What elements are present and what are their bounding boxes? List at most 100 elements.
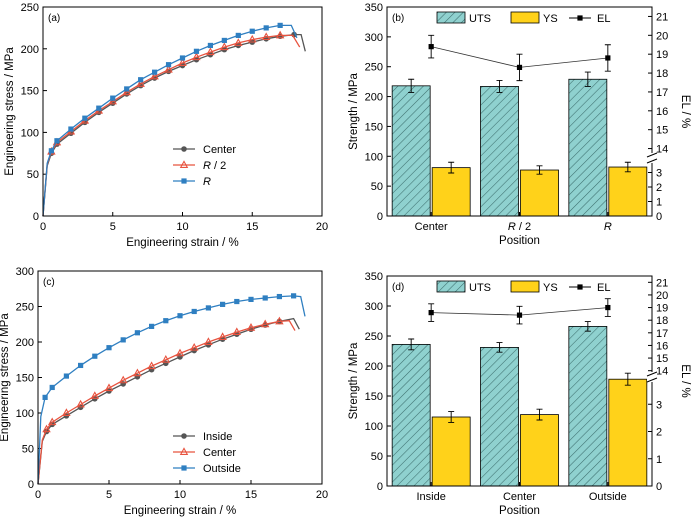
y-tick-label: 50 xyxy=(22,444,34,456)
legend-marker xyxy=(179,447,189,455)
y2-tick-label: 0 xyxy=(656,481,662,493)
y-tick-label: 350 xyxy=(365,271,383,283)
data-point xyxy=(191,308,197,315)
el-point xyxy=(428,310,434,316)
data-point xyxy=(118,375,128,384)
ys-bar xyxy=(608,378,648,487)
y-tick-label: 250 xyxy=(365,331,383,343)
y2-tick-label: 19 xyxy=(656,49,668,61)
legend-uts-swatch xyxy=(436,11,466,24)
y-tick-label: 150 xyxy=(365,391,383,403)
data-point xyxy=(164,64,173,73)
plot-frame xyxy=(42,6,323,217)
legend: UTS YS EL xyxy=(436,280,610,294)
data-point xyxy=(246,323,256,331)
axis-break-mark xyxy=(646,152,658,164)
y-tick-label: 50 xyxy=(27,169,39,181)
data-point xyxy=(193,48,200,54)
x-axis-label: Engineering strain / % xyxy=(124,505,237,517)
legend-label: Inside xyxy=(203,431,232,443)
data-point xyxy=(192,52,201,61)
series-line-1 xyxy=(37,320,296,485)
y-tick-label: 200 xyxy=(16,337,34,349)
y-tick-label: 0 xyxy=(377,481,383,493)
x-axis-label: Position xyxy=(499,505,540,517)
y-axis-label: Strength / MPa xyxy=(348,73,360,150)
data-point xyxy=(207,42,213,49)
y2-tick-label: 20 xyxy=(656,290,668,302)
y-tick-label: 300 xyxy=(16,266,34,278)
legend-label: R / 2 xyxy=(203,160,226,172)
y-axis-label: Engineering stress / MPa xyxy=(0,313,11,442)
data-point xyxy=(90,391,100,399)
el-point xyxy=(516,312,523,318)
legend-marker xyxy=(181,465,187,471)
legend-label: YS xyxy=(543,13,558,25)
legend-uts-swatch xyxy=(436,280,466,293)
uts-bar xyxy=(391,343,431,487)
x-tick-label: 20 xyxy=(316,489,328,501)
legend: Center R / 2 R xyxy=(173,144,236,188)
y-tick-label: 350 xyxy=(365,2,383,14)
series-line-2 xyxy=(42,24,298,217)
legend: UTS YS EL xyxy=(436,11,610,25)
data-point xyxy=(68,130,74,137)
data-point xyxy=(218,332,227,340)
error-bar xyxy=(624,161,631,173)
uts-bar xyxy=(480,346,519,487)
y-tick-label: 250 xyxy=(21,2,39,14)
data-point xyxy=(152,69,158,75)
data-point xyxy=(249,28,255,34)
ys-bar xyxy=(608,166,648,217)
legend-label: Center xyxy=(203,447,236,459)
data-point xyxy=(275,316,284,325)
plot-frame xyxy=(386,6,653,217)
el-point xyxy=(605,304,611,311)
y2-axis-label: EL / % xyxy=(679,95,691,128)
x-tick-label: 0 xyxy=(40,221,46,233)
y-tick-label: 0 xyxy=(377,211,383,223)
y-tick-label: 50 xyxy=(371,451,383,463)
x-tick-label: 10 xyxy=(174,489,186,501)
y2-tick-label: 0 xyxy=(656,211,662,223)
y-tick-label: 250 xyxy=(365,62,383,74)
y2-tick-label: 16 xyxy=(656,340,668,352)
axis-break-mask xyxy=(647,372,657,382)
data-point xyxy=(189,342,199,351)
data-point xyxy=(49,384,55,391)
x-tick-label: Outside xyxy=(589,491,627,503)
panel-label: (a) xyxy=(48,13,60,24)
data-point xyxy=(149,323,155,329)
data-point xyxy=(220,42,229,51)
data-point xyxy=(204,337,213,345)
data-point xyxy=(92,353,98,359)
error-bar xyxy=(624,372,631,386)
y-axis-label: Engineering stress / MPa xyxy=(4,47,16,176)
error-bar xyxy=(408,78,415,93)
x-tick-label: 20 xyxy=(316,221,328,233)
x-tick-label: Center xyxy=(503,491,536,503)
y2-tick-label: 20 xyxy=(656,30,668,42)
panel-label: (d) xyxy=(392,282,404,293)
data-point xyxy=(165,62,172,68)
panel-label: (c) xyxy=(43,277,55,288)
error-bar xyxy=(536,165,543,175)
uts-bar xyxy=(391,85,431,217)
legend-el-marker xyxy=(577,284,583,290)
legend-marker xyxy=(181,433,187,439)
x-tick-label: 0 xyxy=(35,489,41,501)
y-tick-label: 0 xyxy=(33,211,39,223)
data-point xyxy=(106,345,112,351)
data-point xyxy=(179,55,186,61)
el-point xyxy=(516,64,523,70)
x-tick-label: Center xyxy=(415,221,448,233)
data-point xyxy=(147,361,156,370)
ys-bar xyxy=(431,167,471,217)
data-point xyxy=(275,30,285,39)
ys-bar xyxy=(520,414,559,487)
data-point xyxy=(234,38,243,46)
legend-label: Outside xyxy=(203,463,241,475)
series-line-0 xyxy=(37,317,300,485)
y2-tick-label: 17 xyxy=(656,87,668,99)
